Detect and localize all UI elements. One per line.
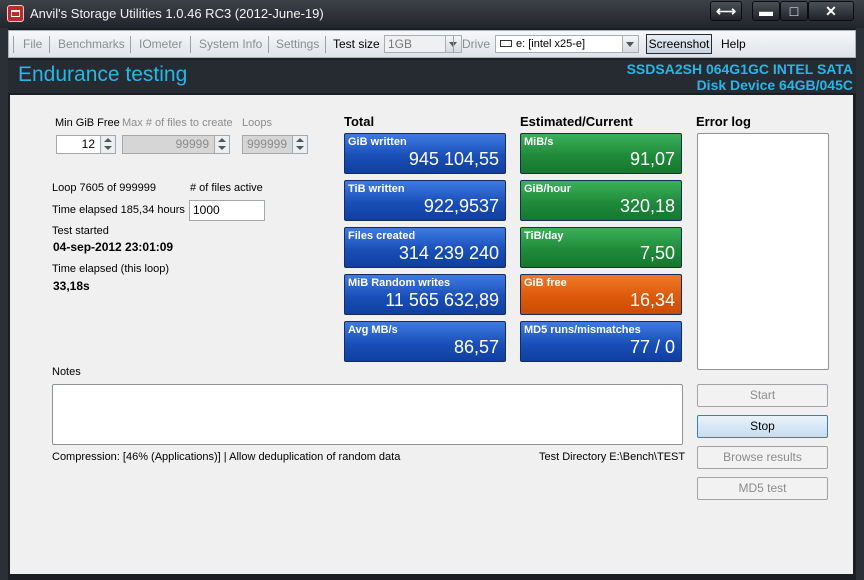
resize-button[interactable]: ⟷ <box>710 1 742 21</box>
device-name-line1: SSDSA2SH 064G1GC INTEL SATA <box>626 61 853 77</box>
browse-results-button[interactable]: Browse results <box>697 446 828 469</box>
total-heading: Total <box>344 114 375 129</box>
tile-gib-free: GiB free 16,34 <box>520 274 682 315</box>
drive-value: e: [intel x25-e] <box>516 38 586 50</box>
compression-info: Compression: [46% (Applications)] | Allo… <box>52 451 401 463</box>
test-started-label: Test started <box>52 225 109 237</box>
tile-mib-random-writes: MiB Random writes 11 565 632,89 <box>344 274 506 315</box>
menu-separator <box>130 36 131 53</box>
menu-bar: File Benchmarks IOmeter System Info Sett… <box>8 30 856 58</box>
minimize-button[interactable]: ▬ <box>752 1 780 21</box>
header-band <box>8 60 856 93</box>
drive-select[interactable]: e: [intel x25-e] <box>495 35 639 53</box>
menu-settings[interactable]: Settings <box>276 37 320 51</box>
page-title: Endurance testing <box>18 63 188 86</box>
tile-label: TiB written <box>348 183 405 195</box>
menu-file[interactable]: File <box>23 37 43 51</box>
stepper-arrows-icon[interactable] <box>100 136 115 153</box>
tile-gib-hour: GiB/hour 320,18 <box>520 180 682 221</box>
loops-value: 999999 <box>246 137 287 151</box>
tile-md5-runs: MD5 runs/mismatches 77 / 0 <box>520 321 682 362</box>
tile-label: MD5 runs/mismatches <box>524 324 641 336</box>
tile-tib-day: TiB/day 7,50 <box>520 227 682 268</box>
time-elapsed: Time elapsed 185,34 hours <box>52 204 185 216</box>
tile-label: Files created <box>348 230 416 242</box>
tile-value: 314 239 240 <box>398 243 499 263</box>
tile-label: Avg MB/s <box>348 324 398 336</box>
tile-files-created: Files created 314 239 240 <box>344 227 506 268</box>
menu-separator <box>453 36 454 53</box>
md5-test-button[interactable]: MD5 test <box>697 477 828 500</box>
tile-gib-written: GiB written 945 104,55 <box>344 133 506 174</box>
loop-status: Loop 7605 of 999999 <box>52 182 156 194</box>
test-size-label: Test size <box>333 37 380 51</box>
max-files-label: Max # of files to create <box>122 117 233 129</box>
menu-iometer[interactable]: IOmeter <box>139 37 183 51</box>
test-started-value: 04-sep-2012 23:01:09 <box>53 240 174 254</box>
error-log-heading: Error log <box>696 114 751 129</box>
window-frame-left <box>0 28 8 580</box>
window-frame-right <box>856 28 864 580</box>
menu-benchmarks[interactable]: Benchmarks <box>58 37 125 51</box>
loops-label: Loops <box>242 117 272 129</box>
test-size-value: 1GB <box>388 37 413 51</box>
tile-label: MiB Random writes <box>348 277 451 289</box>
maximize-button[interactable]: □ <box>780 1 808 21</box>
tile-label: GiB written <box>348 136 407 148</box>
start-button[interactable]: Start <box>697 384 828 407</box>
max-files-stepper[interactable]: 99999 <box>122 135 230 154</box>
test-size-select[interactable]: 1GB <box>384 35 462 53</box>
tile-value: 86,57 <box>453 337 499 357</box>
drive-label: Drive <box>462 37 491 51</box>
stepper-arrows-icon[interactable] <box>292 136 307 153</box>
menu-separator <box>49 36 50 53</box>
min-gib-free-label: Min GiB Free <box>55 117 120 129</box>
app-icon <box>7 5 24 22</box>
notes-textarea[interactable] <box>52 384 683 445</box>
menu-help[interactable]: Help <box>721 37 746 51</box>
stepper-arrows-icon[interactable] <box>214 136 229 153</box>
menu-separator <box>325 36 326 53</box>
tile-value: 922,9537 <box>423 196 499 216</box>
tile-value: 7,50 <box>639 243 675 263</box>
chevron-down-icon[interactable] <box>622 36 638 52</box>
menu-grip <box>13 36 14 53</box>
tile-value: 320,18 <box>619 196 675 216</box>
tile-mibs: MiB/s 91,07 <box>520 133 682 174</box>
window-title: Anvil's Storage Utilities 1.0.46 RC3 (20… <box>30 6 324 21</box>
max-files-value: 99999 <box>175 137 209 151</box>
min-gib-free-stepper[interactable]: 12 <box>56 135 116 154</box>
tile-label: GiB/hour <box>524 183 572 195</box>
stop-button[interactable]: Stop <box>697 415 828 438</box>
close-button[interactable]: ✕ <box>808 1 854 21</box>
tile-value: 16,34 <box>629 290 675 310</box>
device-name-line2: Disk Device 64GB/045C <box>696 77 853 93</box>
tile-label: MiB/s <box>524 136 554 148</box>
estimated-heading: Estimated/Current <box>520 114 633 129</box>
files-active-label: # of files active <box>190 182 263 194</box>
notes-label: Notes <box>52 366 81 378</box>
tile-label: TiB/day <box>524 230 564 242</box>
time-loop-value: 33,18s <box>53 279 90 293</box>
screenshot-button[interactable]: Screenshot <box>646 34 712 54</box>
tile-value: 945 104,55 <box>408 149 499 169</box>
menu-separator <box>268 36 269 53</box>
drive-icon <box>500 40 512 47</box>
menu-separator <box>190 36 191 53</box>
error-log-box[interactable] <box>697 133 829 370</box>
tile-value: 77 / 0 <box>629 337 675 357</box>
files-active-input[interactable]: 1000 <box>189 200 265 221</box>
time-loop-label: Time elapsed (this loop) <box>52 263 169 275</box>
test-directory-info: Test Directory E:\Bench\TEST <box>539 451 686 463</box>
tile-label: GiB free <box>524 277 567 289</box>
min-gib-free-value: 12 <box>81 137 95 151</box>
loops-stepper[interactable]: 999999 <box>242 135 308 154</box>
menu-system-info[interactable]: System Info <box>199 37 263 51</box>
tile-avg-mbs: Avg MB/s 86,57 <box>344 321 506 362</box>
tile-value: 11 565 632,89 <box>385 290 499 310</box>
tile-tib-written: TiB written 922,9537 <box>344 180 506 221</box>
tile-value: 91,07 <box>629 149 675 169</box>
